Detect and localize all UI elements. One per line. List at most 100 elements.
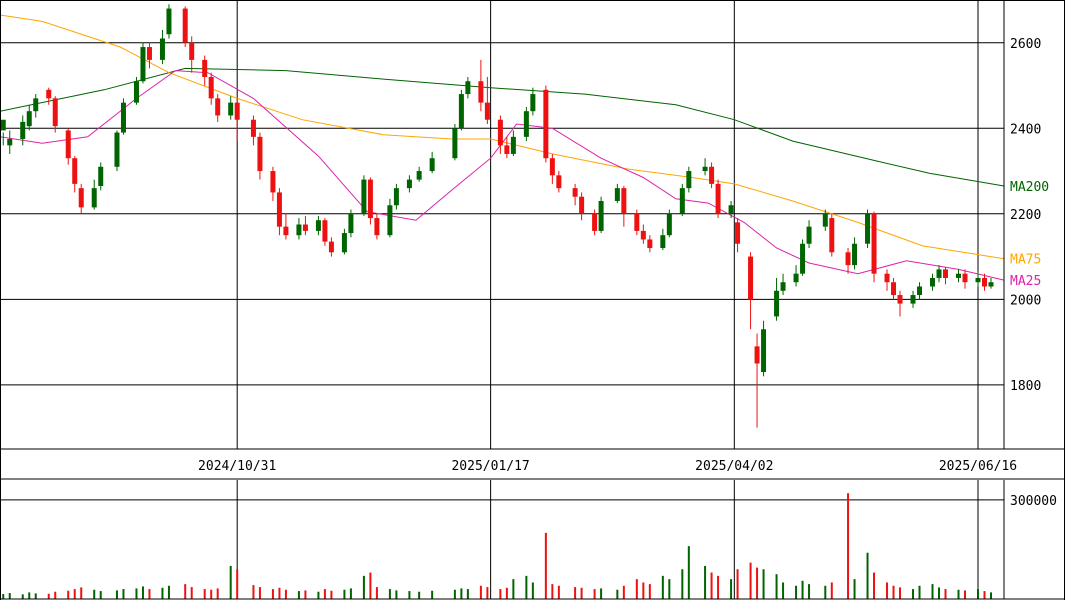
candle-body: [120, 102, 126, 133]
candle: [660, 228, 666, 251]
candle-body: [556, 175, 562, 189]
date-tick-label: 2025/01/17: [451, 459, 529, 474]
volume-bar: [531, 582, 534, 599]
volume-bar: [648, 584, 651, 599]
candle: [91, 179, 97, 210]
candle-body: [504, 145, 510, 154]
volume-bar: [544, 532, 547, 599]
candle-body: [943, 269, 949, 278]
volume-bar: [824, 585, 827, 599]
candle: [361, 175, 367, 216]
volume-bar: [135, 588, 138, 599]
candle: [250, 115, 256, 146]
candle: [208, 72, 214, 105]
candle: [257, 132, 263, 180]
candle: [634, 209, 640, 236]
price-tick-label: 2200: [1010, 208, 1041, 223]
candle-body: [715, 183, 721, 214]
volume-bar: [190, 587, 193, 599]
candle-body: [634, 213, 640, 231]
candle: [728, 200, 734, 219]
candle-body: [348, 213, 354, 234]
volume-bar: [730, 579, 733, 599]
volume-bar: [957, 589, 960, 599]
candle-body: [530, 94, 536, 112]
volume-bar: [512, 579, 515, 599]
ma-line-ma75: [0, 14, 1005, 260]
volume-bar: [349, 588, 352, 599]
volume-bar: [795, 585, 798, 599]
volume-bar: [574, 587, 577, 599]
candle: [416, 166, 422, 182]
candle-body: [182, 8, 188, 43]
candle-body: [20, 121, 26, 139]
candle: [774, 277, 780, 321]
candle: [72, 156, 78, 193]
volume-bar: [580, 587, 583, 599]
candle: [956, 269, 962, 283]
candle: [189, 36, 195, 73]
volume-bar: [853, 579, 856, 599]
candle: [182, 6, 188, 48]
candle-body: [679, 188, 685, 214]
candle-body: [549, 158, 555, 176]
candle-body: [852, 243, 858, 266]
volume-bar: [886, 582, 889, 599]
volume-bar: [453, 589, 456, 599]
candle-body: [65, 130, 71, 159]
volume-bar: [323, 589, 326, 599]
volume-bar: [990, 592, 993, 599]
candle: [140, 42, 146, 84]
candle: [549, 153, 555, 184]
date-tick-label: 2025/04/02: [695, 459, 773, 474]
volume-bar: [899, 587, 902, 599]
candle-body: [270, 171, 276, 193]
price-grid: [0, 0, 1004, 599]
candle: [348, 209, 354, 238]
price-tick-label: 1800: [1010, 379, 1041, 394]
candle-body: [956, 273, 962, 278]
volume-bar: [668, 579, 671, 599]
volume-bar: [749, 562, 752, 599]
volume-bar: [551, 584, 554, 599]
candle-body: [387, 205, 393, 236]
candle: [484, 76, 490, 125]
candle: [276, 188, 282, 236]
volume-bar: [762, 569, 765, 599]
candle: [910, 290, 916, 308]
candle: [988, 277, 994, 289]
candle: [702, 158, 708, 176]
candle-body: [0, 119, 6, 131]
candle-body: [393, 188, 399, 206]
volume-bar: [8, 593, 11, 599]
candle: [7, 130, 13, 154]
volume-bar: [34, 593, 37, 599]
volume-bar: [505, 587, 508, 599]
volume-bar: [99, 591, 102, 599]
candle-body: [884, 273, 890, 283]
volume-bar: [756, 567, 759, 599]
volume-bar: [775, 574, 778, 599]
volume-bar: [161, 587, 164, 599]
candle: [328, 237, 334, 257]
volume-bar: [687, 546, 690, 599]
candle-body: [202, 59, 208, 77]
price-tick-label: 2000: [1010, 293, 1041, 308]
candle-body: [748, 256, 754, 300]
volume-bar: [54, 591, 57, 599]
volume-bar: [229, 565, 232, 599]
candle-body: [800, 243, 806, 274]
candle-body: [735, 222, 741, 244]
candle: [614, 183, 620, 204]
candle-body: [98, 166, 104, 187]
volume-bars: [2, 493, 993, 599]
candle: [871, 211, 877, 283]
candle: [452, 124, 458, 161]
candle-body: [367, 179, 373, 219]
volume-bar: [912, 589, 915, 599]
candle: [556, 171, 562, 193]
candle-body: [761, 329, 767, 373]
candle: [393, 183, 399, 210]
candle: [341, 228, 347, 255]
